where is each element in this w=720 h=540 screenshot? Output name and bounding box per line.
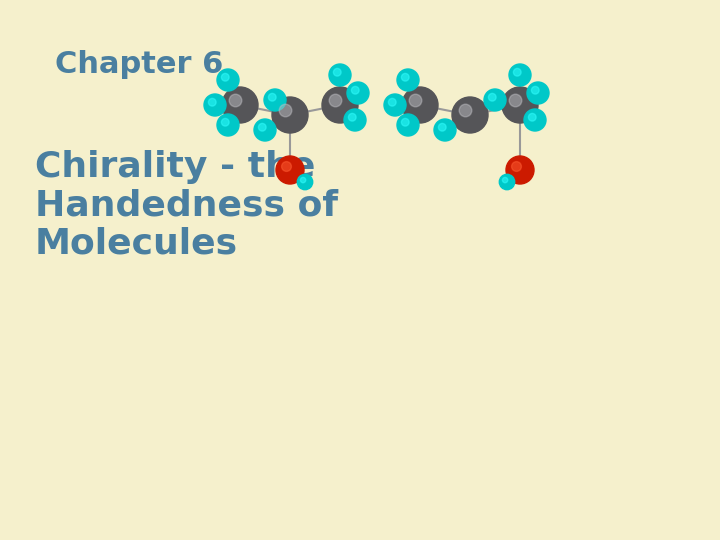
Circle shape [402,118,409,126]
Circle shape [208,98,216,106]
Circle shape [384,94,406,116]
Circle shape [322,87,358,123]
Circle shape [527,82,549,104]
Circle shape [388,98,396,106]
Circle shape [217,69,239,91]
Circle shape [512,161,521,171]
Text: Chapter 6: Chapter 6 [55,50,223,79]
Circle shape [264,89,286,111]
Circle shape [344,109,366,131]
Circle shape [222,118,229,126]
Circle shape [502,87,538,123]
Circle shape [300,177,306,183]
Circle shape [229,94,242,107]
Circle shape [222,87,258,123]
Circle shape [459,104,472,117]
Circle shape [282,161,292,171]
Circle shape [452,97,488,133]
Circle shape [402,73,409,81]
Circle shape [279,104,292,117]
Circle shape [272,97,308,133]
Circle shape [204,94,226,116]
Text: Molecules: Molecules [35,226,238,260]
Circle shape [397,114,419,136]
Circle shape [351,86,359,94]
Circle shape [484,89,506,111]
Circle shape [506,156,534,184]
Circle shape [347,82,369,104]
Circle shape [222,73,229,81]
Text: Chirality - the: Chirality - the [35,150,315,184]
Circle shape [397,69,419,91]
Circle shape [402,87,438,123]
Circle shape [333,69,341,76]
Circle shape [329,64,351,86]
Circle shape [509,94,522,107]
Circle shape [531,86,539,94]
Circle shape [297,174,312,190]
Circle shape [254,119,276,141]
Circle shape [499,174,515,190]
Circle shape [488,93,496,101]
Circle shape [258,124,266,131]
Circle shape [509,64,531,86]
Circle shape [276,156,304,184]
Circle shape [329,94,342,107]
Circle shape [269,93,276,101]
Circle shape [513,69,521,76]
Circle shape [438,124,446,131]
Circle shape [217,114,239,136]
Circle shape [524,109,546,131]
Circle shape [528,113,536,121]
Circle shape [348,113,356,121]
Circle shape [434,119,456,141]
Text: Handedness of: Handedness of [35,188,338,222]
Circle shape [503,177,508,183]
Circle shape [409,94,422,107]
